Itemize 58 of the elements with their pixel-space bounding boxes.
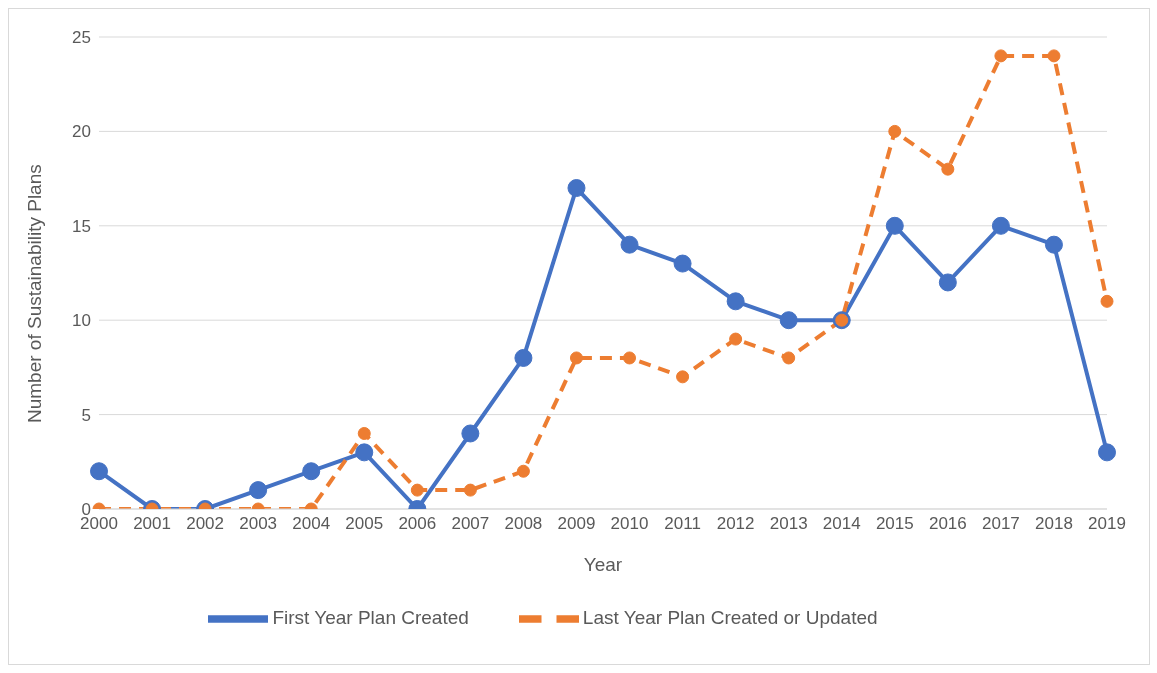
point: [249, 481, 268, 500]
point: [410, 483, 424, 497]
point: [620, 235, 639, 254]
point: [90, 462, 108, 481]
x-tick-label: 2003: [239, 514, 278, 534]
x-tick-label: 2002: [186, 514, 225, 534]
point: [623, 351, 637, 365]
legend-label: First Year Plan Created: [272, 607, 469, 629]
point: [676, 370, 690, 384]
y-tick-label: 20: [72, 122, 91, 142]
point: [461, 424, 480, 443]
point: [888, 124, 902, 138]
point: [673, 254, 692, 273]
y-tick-label: 5: [81, 405, 91, 425]
point: [941, 162, 955, 176]
point: [938, 273, 957, 292]
x-tick-label: 2015: [875, 514, 914, 534]
x-axis-title: Year: [583, 554, 623, 575]
point: [567, 179, 586, 198]
y-tick-label: 10: [72, 311, 91, 331]
x-tick-label: 2006: [398, 514, 437, 534]
y-tick-label: 15: [72, 216, 91, 236]
point: [1044, 235, 1063, 254]
point: [514, 348, 533, 367]
x-tick-label: 2017: [981, 514, 1020, 534]
x-tick-label: 2004: [292, 514, 331, 534]
point: [1098, 443, 1116, 462]
point: [463, 483, 477, 497]
legend-label: Last Year Plan Created or Updated: [582, 607, 878, 629]
y-tick-label: 25: [72, 28, 91, 48]
x-tick-label: 2009: [557, 514, 596, 534]
x-tick-label: 2007: [451, 514, 490, 534]
x-tick-label: 2016: [928, 514, 967, 534]
x-tick-label: 2008: [504, 514, 543, 534]
point: [885, 216, 904, 235]
point: [302, 462, 321, 481]
point: [726, 292, 745, 311]
point: [1100, 294, 1114, 308]
x-tick-label: 2005: [345, 514, 384, 534]
point: [779, 311, 798, 330]
y-axis-title: Number of Sustainability Plans: [23, 164, 45, 423]
x-tick-label: 2019: [1088, 514, 1126, 534]
point: [782, 351, 796, 365]
point: [729, 332, 743, 346]
x-tick-label: 2010: [610, 514, 649, 534]
x-tick-label: 2012: [716, 514, 755, 534]
x-tick-label: 2001: [133, 514, 171, 534]
point: [516, 464, 530, 478]
point: [357, 426, 371, 440]
x-tick-label: 2018: [1035, 514, 1073, 534]
x-tick-label: 2011: [664, 514, 701, 534]
point: [569, 351, 583, 365]
point: [355, 443, 374, 462]
point: [1047, 49, 1061, 63]
x-tick-label: 2013: [769, 514, 808, 534]
x-tick-label: 2014: [822, 514, 861, 534]
point: [991, 216, 1010, 235]
point: [994, 49, 1008, 63]
